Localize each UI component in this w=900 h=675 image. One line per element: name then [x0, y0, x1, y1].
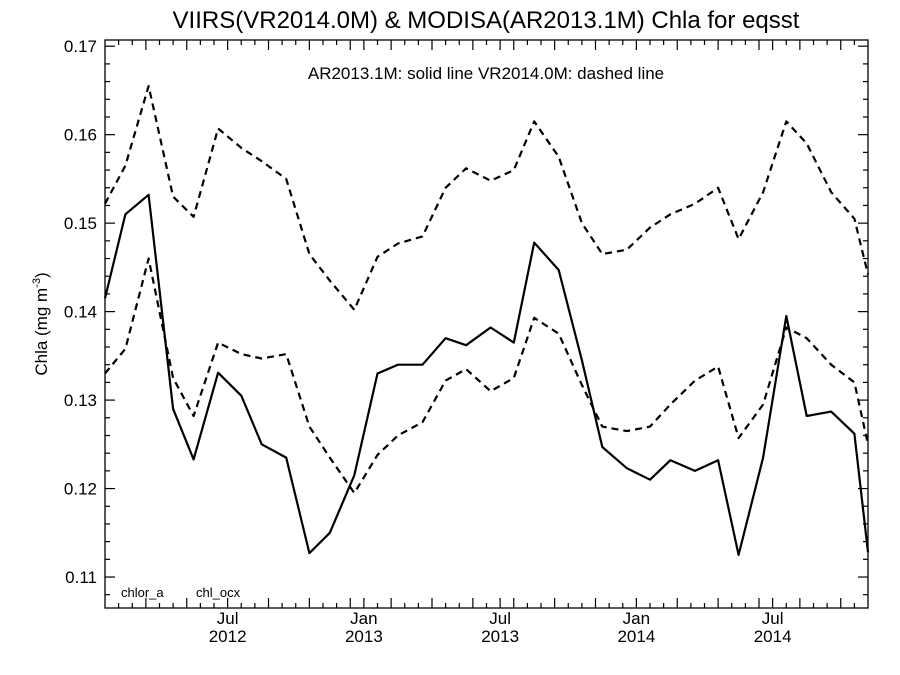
series-line-2-dashed: [104, 257, 870, 495]
y-tick-label: 0.17: [64, 37, 97, 56]
y-axis-label-close: ): [32, 272, 51, 278]
plot-frame: [104, 39, 869, 609]
x-tick-month: Jan: [350, 609, 377, 628]
y-axis-label-text: Chla (mg m: [32, 288, 51, 376]
y-axis-label: Chla (mg m-3): [31, 272, 51, 375]
y-tick-label: 0.15: [64, 214, 97, 233]
x-tick-year: 2014: [754, 627, 792, 646]
chart-subtitle: AR2013.1M: solid line VR2014.0M: dashed …: [308, 64, 664, 83]
x-tick-year: 2012: [209, 627, 247, 646]
y-tick-label: 0.11: [65, 568, 97, 587]
x-tick-year: 2014: [617, 627, 655, 646]
x-tick-year: 2013: [345, 627, 383, 646]
x-tick-month: Jan: [623, 609, 650, 628]
y-tick-label: 0.13: [64, 391, 97, 410]
corner-label-chl-ocx: chl_ocx: [196, 585, 241, 600]
y-tick-label: 0.14: [64, 303, 97, 322]
corner-label-chlor-a: chlor_a: [121, 585, 164, 600]
y-tick-label: 0.16: [64, 126, 97, 145]
series-line-0-solid: [103, 193, 870, 557]
series-line-1-dashed: [104, 84, 870, 311]
y-tick-label: 0.12: [64, 480, 97, 499]
y-axis-label-exponent: -3: [31, 278, 43, 288]
x-tick-month: Jul: [762, 609, 784, 628]
series-layer: [103, 84, 870, 557]
chart-title: VIIRS(VR2014.0M) & MODISA(AR2013.1M) Chl…: [173, 7, 800, 34]
x-tick-year: 2013: [481, 627, 519, 646]
x-tick-month: Jul: [217, 609, 239, 628]
y-axis-ticks: 0.11 0.12 0.13 0.14 0.15 0.16 0.17: [64, 37, 868, 596]
x-tick-month: Jul: [489, 609, 511, 628]
